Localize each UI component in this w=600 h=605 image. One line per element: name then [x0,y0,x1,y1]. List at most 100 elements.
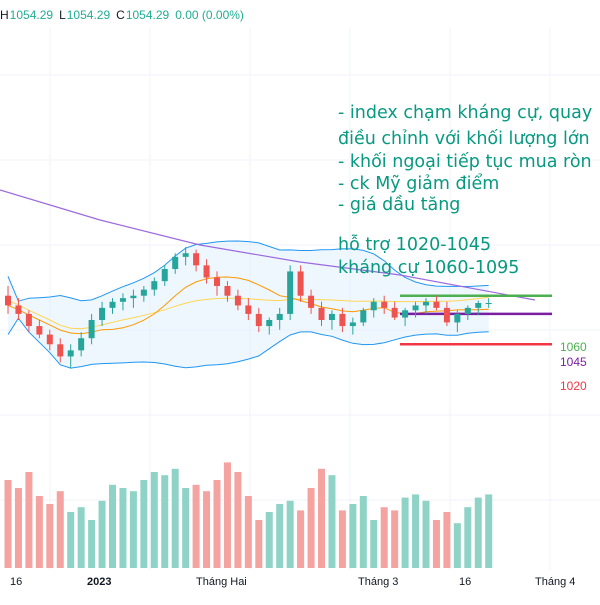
volume-bar [223,462,231,568]
change-value: 0.00 (0.00%) [175,8,244,22]
volume-bar [255,520,263,568]
volume-bar [109,484,116,568]
candle-body [255,313,262,327]
x-tick-thang-4: Tháng 4 [535,576,576,588]
x-tick-thang-hai: Tháng Hai [196,576,247,588]
low-value: 1054.29 [66,8,111,22]
candle-body [360,310,367,323]
volume-bar [276,504,284,568]
candle-body [130,295,137,299]
high-value: 1054.29 [9,8,54,22]
candle-body [36,326,43,335]
moving-average-purple [0,189,536,301]
candle-body [193,253,200,266]
volume-bar [265,512,273,568]
volume-bar [203,491,211,568]
volume-bar [14,488,22,568]
candle-body [234,295,241,306]
candle-body [182,253,189,257]
annotation-line-1: - index chạm kháng cự, quay [338,103,593,123]
candle-body [423,301,429,306]
resistance-note: kháng cự 1060-1095 [338,258,520,278]
candle-body [5,295,11,306]
x-tick-16a: 16 [10,576,23,588]
candle-body [109,301,116,308]
volume-bar [171,468,179,568]
volume-bar [297,510,305,568]
x-tick-2023: 2023 [87,576,112,588]
volume-bar [464,507,472,568]
candle-body [245,305,252,314]
volume-bar [474,497,482,568]
volume-bar [46,504,54,568]
candle-body [454,313,461,323]
close-label: C [116,8,125,22]
volume-bar [359,496,367,568]
candle-body [308,295,315,308]
volume-bar [328,475,336,568]
volume-bar [286,500,294,568]
volume-bar [412,494,420,568]
high-label: H [0,8,9,22]
volume-bar [338,510,346,568]
level-1060-label: 1060 [560,340,587,354]
candle-body [25,313,32,327]
volume-bar [453,523,461,568]
volume-bar [140,480,148,568]
volume-bar [4,480,12,568]
candle-body [464,307,471,314]
volume-bar [150,472,158,568]
candle-body [381,301,388,308]
candle-body [402,310,409,318]
annotation-line-5: - giá dầu tăng [338,195,461,215]
annotation-line-4: - ck Mỹ giảm điểm [338,174,500,194]
candle-body [328,313,335,320]
volume-bar [244,496,252,568]
candle-body [412,305,419,311]
volume-bar [119,488,127,568]
low-label: L [59,8,66,22]
volume-bar [318,468,325,568]
candle-body [214,277,220,286]
candle-body [349,322,356,327]
volume-bar [432,520,440,568]
candle-body [203,265,210,278]
level-1020-label: 1020 [560,379,587,393]
candle-body [339,313,346,327]
candle-body [119,298,126,302]
candle-body [15,305,22,314]
volume-bar [422,500,430,568]
candle-body [140,289,147,296]
candle-body [67,350,74,357]
volume-bar [213,480,221,568]
candle-body [266,320,273,327]
candle-body [297,271,304,296]
level-1045-label: 1045 [560,355,587,369]
volume-bar [391,510,399,568]
support-note: hỗ trợ 1020-1045 [338,235,492,255]
volume-bar [401,497,409,568]
volume-bar [161,475,169,568]
candle-body [287,271,294,314]
volume-bar [182,488,190,568]
candle-body [433,301,440,308]
candle-body [46,334,53,345]
candle-body [276,313,283,320]
bollinger-lower-line [7,317,489,369]
volume-bar [443,512,451,568]
volume-bar [67,512,75,568]
candle-body [88,320,95,339]
bollinger-upper-line [7,240,489,302]
annotation-line-2: điều chỉnh với khối lượng lớn [338,129,590,149]
volume-bar [25,472,33,568]
volume-bar [349,504,357,568]
candle-body [485,303,492,304]
volume-bar [98,500,106,568]
volume-bar [370,520,378,568]
volume-bar [192,484,200,568]
volume-bar [88,520,96,568]
annotation-line-3: - khối ngoại tiếp tục mua ròn [338,152,592,172]
candle-body [57,344,64,357]
